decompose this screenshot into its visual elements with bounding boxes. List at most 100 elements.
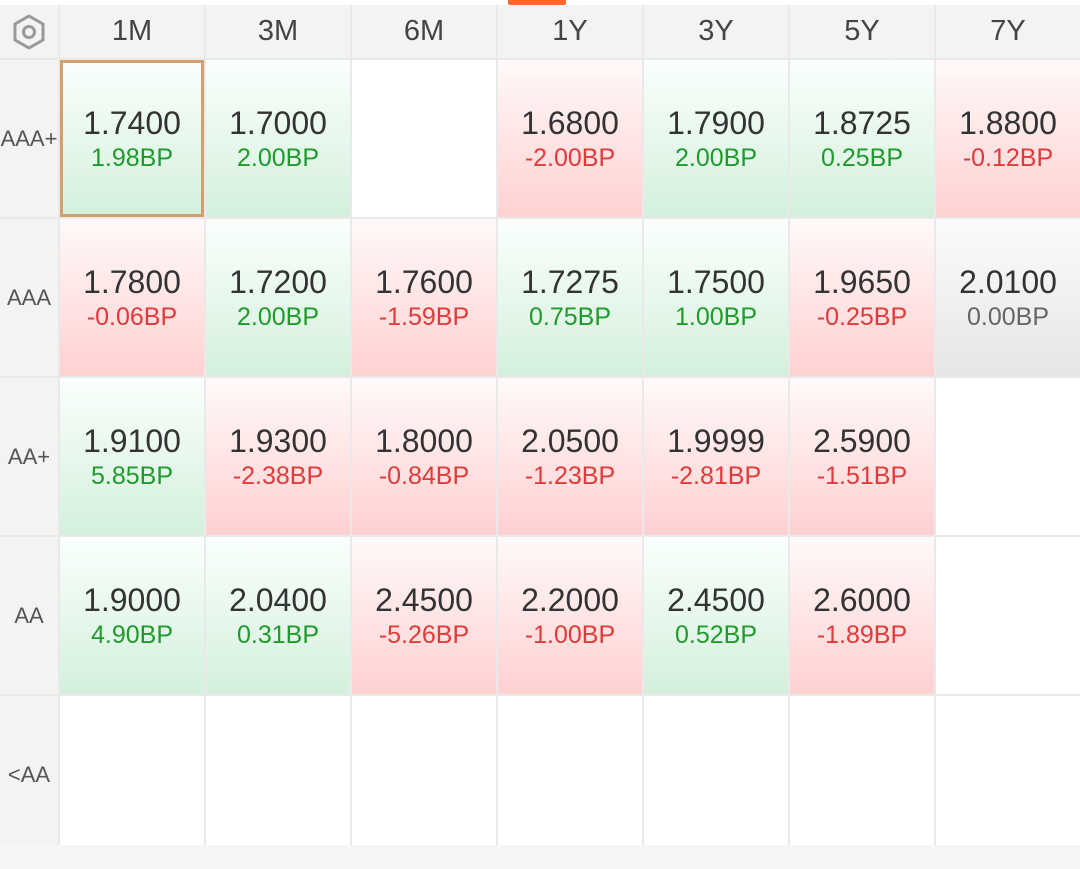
yield-change: 2.00BP xyxy=(236,143,319,172)
yield-cell[interactable]: 1.7500 1.00BP xyxy=(644,219,788,376)
yield-change: 0.52BP xyxy=(674,620,757,649)
yield-value: 1.8725 xyxy=(813,104,911,141)
yield-change: -0.12BP xyxy=(962,143,1054,172)
yield-change: 4.90BP xyxy=(90,620,173,649)
column-header-3y[interactable]: 3Y xyxy=(644,5,788,58)
empty-cell xyxy=(936,696,1080,853)
yield-cell[interactable]: 1.7900 2.00BP xyxy=(644,60,788,217)
row-header: AA xyxy=(0,537,58,694)
yield-value: 1.9300 xyxy=(229,422,327,459)
row-header: AA+ xyxy=(0,378,58,535)
yield-change: -1.59BP xyxy=(378,302,470,331)
empty-cell xyxy=(936,537,1080,694)
yield-value: 1.7000 xyxy=(229,104,327,141)
empty-cell xyxy=(352,696,496,853)
row-header: <AA xyxy=(0,696,58,853)
yield-cell[interactable]: 2.5900 -1.51BP xyxy=(790,378,934,535)
empty-cell xyxy=(60,696,204,853)
yield-cell[interactable]: 2.2000 -1.00BP xyxy=(498,537,642,694)
yield-change: 0.31BP xyxy=(236,620,319,649)
yield-change: 0.75BP xyxy=(528,302,611,331)
yield-value: 1.8800 xyxy=(959,104,1057,141)
yield-cell[interactable]: 1.8725 0.25BP xyxy=(790,60,934,217)
yield-value: 1.7500 xyxy=(667,263,765,300)
yield-value: 2.4500 xyxy=(667,581,765,618)
yield-value: 2.0500 xyxy=(521,422,619,459)
yield-cell[interactable]: 1.7275 0.75BP xyxy=(498,219,642,376)
yield-cell[interactable]: 1.9650 -0.25BP xyxy=(790,219,934,376)
bottom-bar xyxy=(0,845,1080,869)
yield-change: -1.51BP xyxy=(816,461,908,490)
yield-value: 2.4500 xyxy=(375,581,473,618)
row-header: AAA+ xyxy=(0,60,58,217)
yield-change: -2.38BP xyxy=(232,461,324,490)
row-header: AAA xyxy=(0,219,58,376)
yield-value: 1.7400 xyxy=(83,104,181,141)
yield-value: 1.7600 xyxy=(375,263,473,300)
empty-cell xyxy=(498,696,642,853)
yield-cell[interactable]: 1.9999 -2.81BP xyxy=(644,378,788,535)
yield-change: 5.85BP xyxy=(90,461,173,490)
yield-cell[interactable]: 1.7400 1.98BP xyxy=(60,60,204,217)
column-header-1m[interactable]: 1M xyxy=(60,5,204,58)
yield-value: 1.7800 xyxy=(83,263,181,300)
column-header-3m[interactable]: 3M xyxy=(206,5,350,58)
yield-change: -1.23BP xyxy=(524,461,616,490)
settings-button[interactable] xyxy=(0,5,58,58)
yield-cell[interactable]: 2.0400 0.31BP xyxy=(206,537,350,694)
yield-value: 1.6800 xyxy=(521,104,619,141)
yield-change: 2.00BP xyxy=(674,143,757,172)
yield-value: 1.9100 xyxy=(83,422,181,459)
yield-change: 2.00BP xyxy=(236,302,319,331)
yield-matrix: 1M 3M 6M 1Y 3Y 5Y 7Y AAA+ 1.7400 1.98BP 1.7… xyxy=(0,5,1080,853)
yield-cell[interactable]: 2.4500 -5.26BP xyxy=(352,537,496,694)
yield-value: 1.9000 xyxy=(83,581,181,618)
yield-cell[interactable]: 1.7600 -1.59BP xyxy=(352,219,496,376)
yield-value: 1.9999 xyxy=(667,422,765,459)
yield-cell[interactable]: 1.9100 5.85BP xyxy=(60,378,204,535)
yield-change: -1.00BP xyxy=(524,620,616,649)
yield-change: -0.84BP xyxy=(378,461,470,490)
yield-cell[interactable]: 2.0100 0.00BP xyxy=(936,219,1080,376)
yield-change: 0.25BP xyxy=(820,143,903,172)
yield-value: 1.7200 xyxy=(229,263,327,300)
yield-cell[interactable]: 2.4500 0.52BP xyxy=(644,537,788,694)
yield-cell[interactable]: 1.7800 -0.06BP xyxy=(60,219,204,376)
yield-cell[interactable]: 1.9000 4.90BP xyxy=(60,537,204,694)
yield-cell[interactable]: 1.8800 -0.12BP xyxy=(936,60,1080,217)
active-indicator xyxy=(508,0,566,5)
yield-cell[interactable]: 1.6800 -2.00BP xyxy=(498,60,642,217)
yield-change: -5.26BP xyxy=(378,620,470,649)
yield-value: 2.0100 xyxy=(959,263,1057,300)
empty-cell xyxy=(936,378,1080,535)
empty-cell xyxy=(790,696,934,853)
yield-value: 1.7275 xyxy=(521,263,619,300)
yield-value: 2.0400 xyxy=(229,581,327,618)
yield-cell[interactable]: 1.8000 -0.84BP xyxy=(352,378,496,535)
yield-change: -2.00BP xyxy=(524,143,616,172)
yield-value: 1.7900 xyxy=(667,104,765,141)
yield-cell[interactable]: 1.7200 2.00BP xyxy=(206,219,350,376)
empty-cell xyxy=(644,696,788,853)
yield-value: 2.2000 xyxy=(521,581,619,618)
yield-change: 1.00BP xyxy=(674,302,757,331)
yield-change: -0.25BP xyxy=(816,302,908,331)
yield-change: -0.06BP xyxy=(86,302,178,331)
yield-value: 1.8000 xyxy=(375,422,473,459)
yield-cell[interactable]: 1.7000 2.00BP xyxy=(206,60,350,217)
yield-change: 1.98BP xyxy=(90,143,173,172)
yield-cell[interactable]: 2.6000 -1.89BP xyxy=(790,537,934,694)
yield-change: 0.00BP xyxy=(966,302,1049,331)
yield-cell[interactable]: 2.0500 -1.23BP xyxy=(498,378,642,535)
yield-cell[interactable]: 1.9300 -2.38BP xyxy=(206,378,350,535)
yield-change: -1.89BP xyxy=(816,620,908,649)
empty-cell xyxy=(352,60,496,217)
column-header-6m[interactable]: 6M xyxy=(352,5,496,58)
empty-cell xyxy=(206,696,350,853)
hexagon-settings-icon xyxy=(10,13,48,51)
yield-change: -2.81BP xyxy=(670,461,762,490)
column-header-5y[interactable]: 5Y xyxy=(790,5,934,58)
yield-value: 2.6000 xyxy=(813,581,911,618)
column-header-7y[interactable]: 7Y xyxy=(936,5,1080,58)
column-header-1y[interactable]: 1Y xyxy=(498,5,642,58)
